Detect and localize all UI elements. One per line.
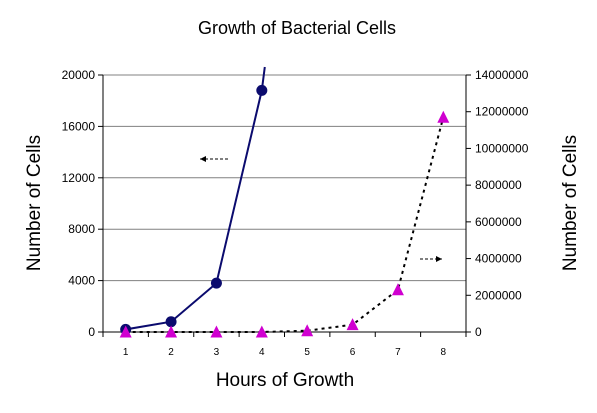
gridlines bbox=[103, 74, 466, 282]
x-tick-label: 8 bbox=[441, 347, 447, 358]
series-2-line bbox=[125, 116, 445, 333]
right-tick-label: 8000000 bbox=[475, 178, 522, 192]
series-2-point bbox=[210, 325, 223, 338]
annotations bbox=[200, 156, 442, 262]
left-tick-label: 0 bbox=[88, 325, 95, 339]
right-tick-label: 14000000 bbox=[475, 68, 529, 82]
x-axis-title: Hours of Growth bbox=[216, 370, 354, 391]
left-tick-label: 16000 bbox=[62, 119, 96, 133]
right-tick-label: 12000000 bbox=[475, 105, 529, 119]
series-2-point bbox=[346, 318, 359, 331]
right-tick-label: 2000000 bbox=[475, 288, 522, 302]
series-2-point bbox=[119, 325, 132, 338]
series-1-point bbox=[165, 316, 177, 328]
series-2-point bbox=[301, 324, 314, 337]
axes bbox=[98, 74, 471, 337]
left-tick-label: 12000 bbox=[62, 171, 96, 185]
series-2-point bbox=[437, 110, 450, 123]
x-tick-label: 2 bbox=[168, 347, 174, 358]
left-tick-label: 20000 bbox=[62, 68, 96, 82]
series-2-point bbox=[391, 283, 404, 296]
series-1-point bbox=[210, 277, 222, 289]
right-axis-arrow-head bbox=[436, 256, 442, 262]
right-tick-label: 4000000 bbox=[475, 252, 522, 266]
left-tick-label: 8000 bbox=[68, 222, 95, 236]
series-1-point bbox=[256, 84, 268, 96]
chart-title: Growth of Bacterial Cells bbox=[198, 18, 396, 38]
series-2-point bbox=[255, 325, 268, 338]
right-axis-arrow bbox=[420, 256, 442, 262]
left-tick-label: 4000 bbox=[68, 274, 95, 288]
x-tick-label: 7 bbox=[395, 347, 401, 358]
right-y-axis-title: Number of Cells bbox=[560, 135, 581, 271]
right-tick-label: 10000000 bbox=[475, 141, 529, 155]
tick-labels: 0 4000 8000 12000 16000 20000 0 2000000 4000000 6… bbox=[62, 68, 529, 358]
right-tick-label: 6000000 bbox=[475, 215, 522, 229]
left-y-axis-title: Number of Cells bbox=[24, 135, 45, 271]
left-axis-arrow-head bbox=[200, 156, 206, 162]
x-tick-label: 5 bbox=[304, 347, 310, 358]
x-tick-label: 4 bbox=[259, 347, 265, 358]
x-tick-label: 6 bbox=[350, 347, 356, 358]
series-2-point bbox=[165, 325, 178, 338]
x-tick-label: 3 bbox=[214, 347, 220, 358]
right-tick-label: 0 bbox=[475, 325, 482, 339]
series bbox=[119, 66, 450, 338]
left-axis-arrow bbox=[200, 156, 230, 162]
x-tick-label: 1 bbox=[123, 347, 129, 358]
series-1-line bbox=[125, 66, 266, 331]
